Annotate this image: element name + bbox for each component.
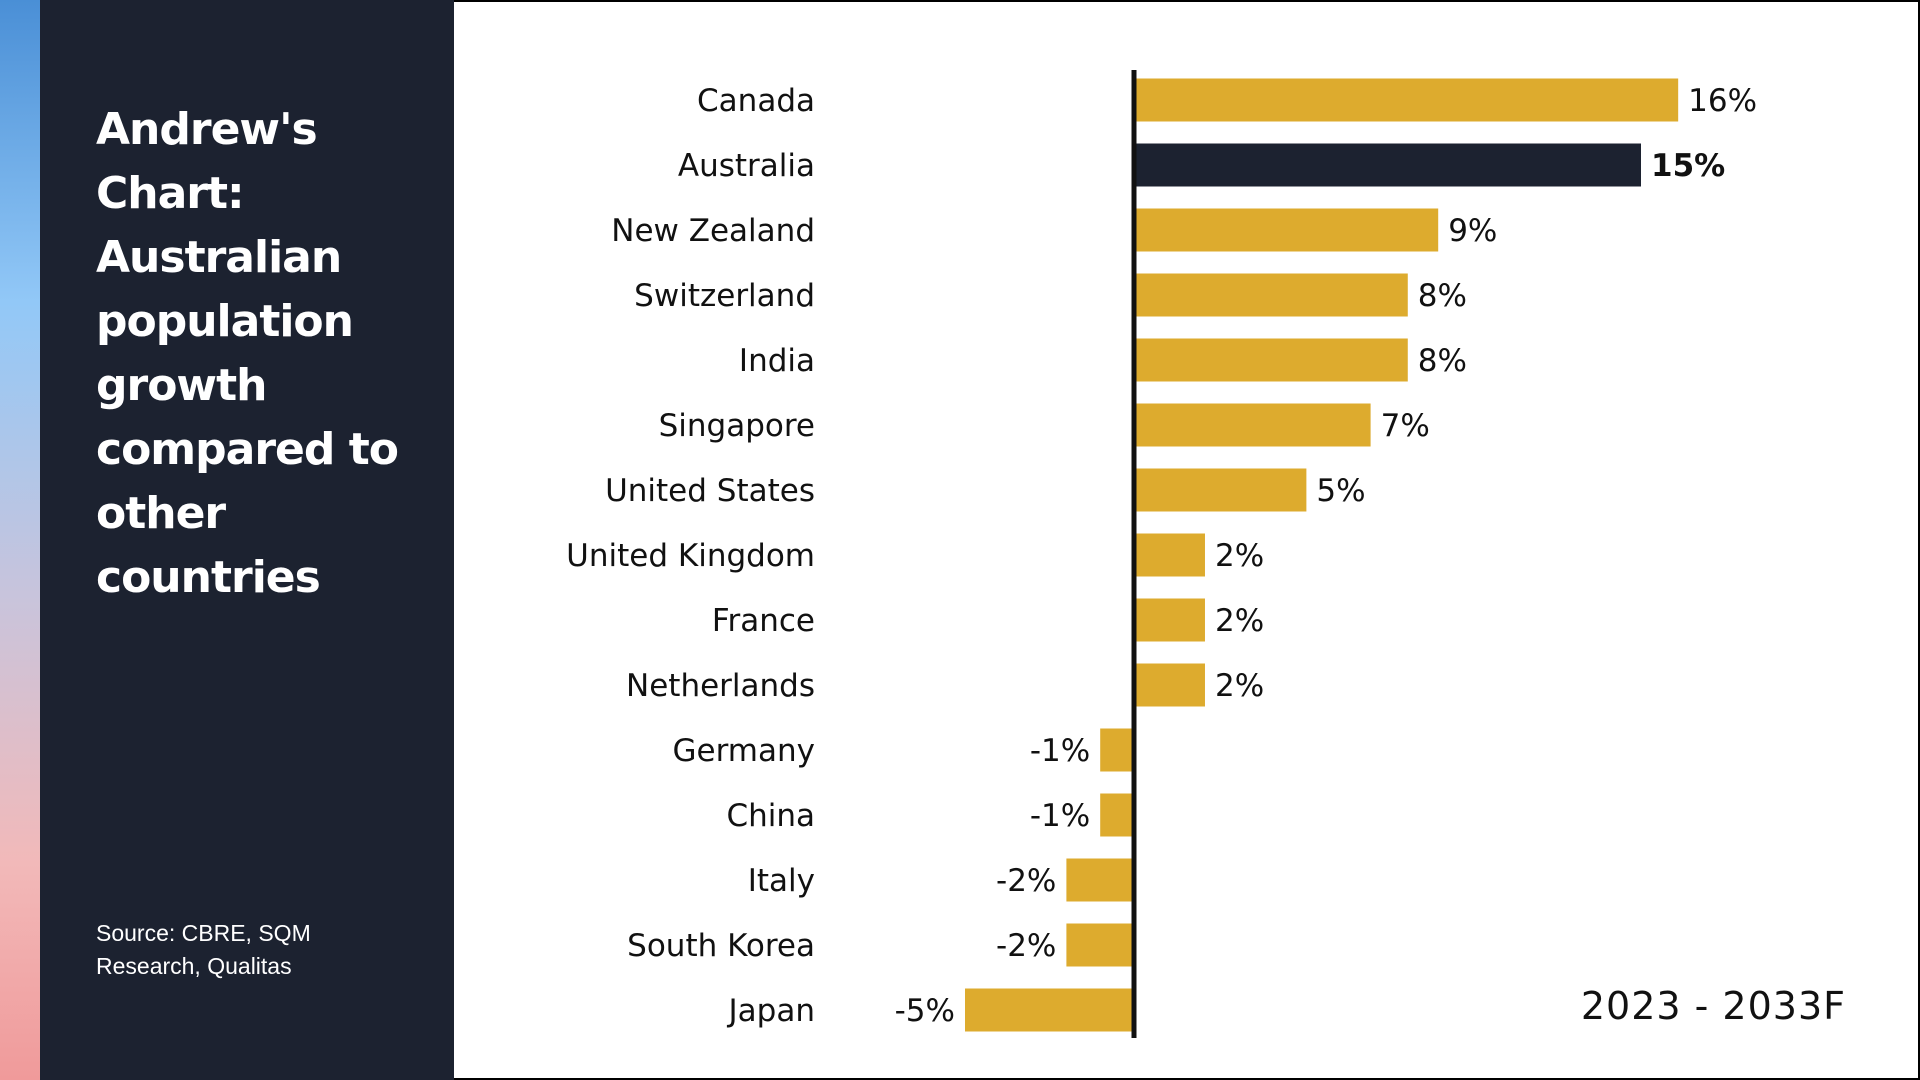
value-label-canada: 16%	[1688, 83, 1757, 119]
chart-title: Andrew's Chart: Australian population gr…	[96, 104, 399, 603]
category-label-germany: Germany	[673, 733, 815, 769]
bar-italy	[1066, 858, 1134, 902]
bar-china	[1100, 793, 1134, 837]
bar-japan	[965, 988, 1134, 1032]
value-label-united-kingdom: 2%	[1215, 538, 1264, 574]
category-label-south-korea: South Korea	[627, 928, 815, 964]
bar-germany	[1100, 728, 1134, 772]
category-label-singapore: Singapore	[659, 408, 815, 444]
value-label-france: 2%	[1215, 603, 1264, 639]
category-label-switzerland: Switzerland	[634, 278, 815, 314]
source-note: Source: CBRE, SQM Research, Qualitas	[96, 920, 311, 979]
period-label: 2023 - 2033F	[1580, 984, 1846, 1028]
value-label-netherlands: 2%	[1215, 668, 1264, 704]
bar-india	[1134, 338, 1408, 382]
category-label-italy: Italy	[748, 863, 815, 899]
value-label-japan: -5%	[895, 993, 955, 1029]
bar-france	[1134, 598, 1205, 642]
bar-canada	[1134, 78, 1679, 122]
bar-chart: Canada 16% Australia 15% New Zealand 9% Switze…	[566, 70, 1757, 1038]
bar-new-zealand	[1134, 208, 1439, 252]
value-label-australia: 15%	[1651, 148, 1725, 184]
value-label-singapore: 7%	[1381, 408, 1430, 444]
category-label-united-states: United States	[605, 473, 815, 509]
category-label-new-zealand: New Zealand	[611, 213, 815, 249]
sidebar: Andrew's Chart: Australian population gr…	[40, 0, 454, 1080]
value-label-italy: -2%	[996, 863, 1056, 899]
bar-singapore	[1134, 403, 1371, 447]
value-label-india: 8%	[1418, 343, 1467, 379]
value-label-united-states: 5%	[1316, 473, 1365, 509]
category-label-canada: Canada	[697, 83, 815, 119]
bar-united-states	[1134, 468, 1307, 512]
accent-gradient-strip	[0, 0, 40, 1080]
bar-australia	[1134, 143, 1641, 187]
value-label-south-korea: -2%	[996, 928, 1056, 964]
category-label-united-kingdom: United Kingdom	[566, 538, 815, 574]
category-label-france: France	[712, 603, 815, 639]
category-label-china: China	[726, 798, 815, 834]
category-label-australia: Australia	[678, 148, 815, 184]
bar-netherlands	[1134, 663, 1205, 707]
category-label-netherlands: Netherlands	[626, 668, 815, 704]
category-label-india: India	[739, 343, 815, 379]
value-label-new-zealand: 9%	[1448, 213, 1497, 249]
bar-united-kingdom	[1134, 533, 1205, 577]
chart-area: Canada 16% Australia 15% New Zealand 9% Switze…	[454, 0, 1920, 1080]
category-label-japan: Japan	[727, 993, 815, 1029]
value-label-switzerland: 8%	[1418, 278, 1467, 314]
bar-south-korea	[1066, 923, 1134, 967]
value-label-germany: -1%	[1030, 733, 1090, 769]
value-label-china: -1%	[1030, 798, 1090, 834]
bar-switzerland	[1134, 273, 1408, 317]
